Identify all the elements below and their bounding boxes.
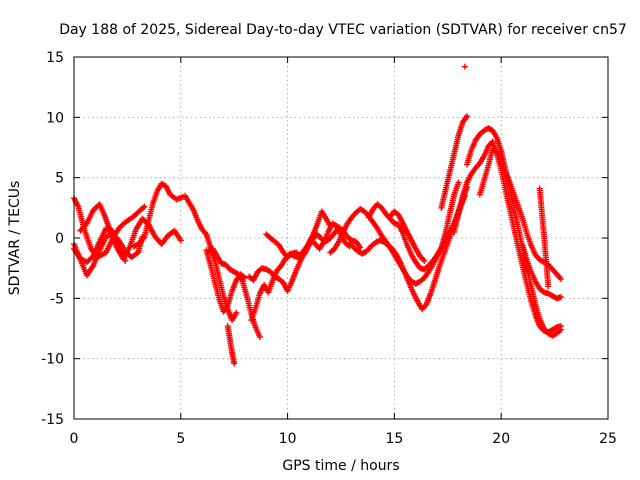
x-tick-label: 10	[279, 431, 297, 447]
data-point	[231, 360, 238, 367]
x-tick-label: 0	[70, 431, 79, 447]
chart-title: Day 188 of 2025, Sidereal Day-to-day VTE…	[59, 22, 627, 38]
series-track-16	[387, 208, 428, 264]
x-tick-label: 20	[492, 431, 510, 447]
series-track-4	[77, 201, 184, 262]
data-point	[177, 237, 184, 244]
data-point	[233, 309, 240, 316]
series-track-22	[536, 185, 552, 290]
y-tick-labels: -15 -10 -5 0 5 10 15	[41, 50, 64, 428]
data-point	[256, 333, 263, 340]
data-point	[558, 294, 565, 301]
x-axis-label: GPS time / hours	[282, 458, 399, 474]
data-point	[461, 63, 468, 70]
data-point	[421, 257, 428, 264]
series-track-21	[519, 242, 565, 302]
x-tick-labels: 0 5 10 15 20 25	[70, 431, 617, 447]
data-point	[357, 244, 364, 251]
y-tick-label: -15	[41, 412, 64, 428]
y-axis-label: SDTVAR / TECUs	[7, 181, 23, 296]
series-track-17	[438, 113, 471, 211]
x-tick-label: 15	[385, 431, 403, 447]
series-track-11	[248, 220, 353, 324]
data-points	[71, 63, 565, 367]
data-point	[88, 254, 95, 261]
x-tick-label: 25	[599, 431, 617, 447]
y-tick-label: 10	[46, 110, 64, 126]
y-tick-label: 0	[55, 231, 64, 247]
data-point	[558, 326, 565, 333]
y-tick-label: 15	[46, 50, 64, 66]
data-point	[141, 203, 148, 210]
data-point	[455, 179, 462, 186]
series-track-19	[464, 125, 565, 339]
data-point	[558, 276, 565, 283]
y-tick-label: -5	[50, 291, 64, 307]
series-track-9	[203, 247, 248, 315]
data-point	[545, 283, 552, 290]
series-track-8	[205, 245, 263, 340]
plot-frame	[73, 56, 609, 420]
series-outlier	[461, 63, 468, 70]
series-track-5	[130, 180, 186, 250]
series-track-12	[263, 224, 364, 261]
data-point	[464, 113, 471, 120]
y-tick-label: -10	[41, 352, 64, 368]
series-track-15	[365, 179, 462, 273]
series-track-7	[224, 323, 238, 367]
data-point	[241, 274, 248, 281]
y-tick-label: 5	[55, 171, 64, 187]
x-tick-label: 5	[176, 431, 185, 447]
